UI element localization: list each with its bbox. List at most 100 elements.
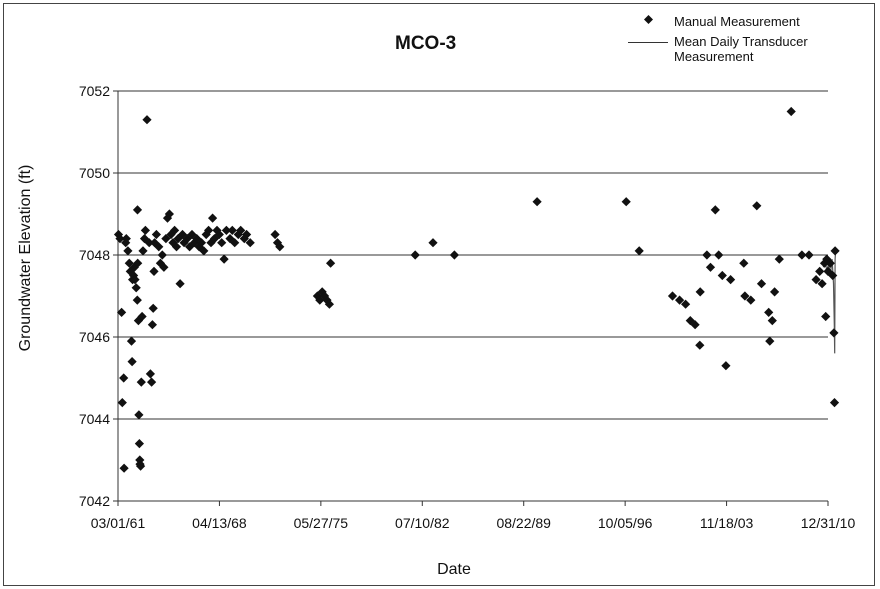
- manual-measurement-point: [817, 279, 827, 289]
- manual-measurement-point: [136, 461, 146, 471]
- manual-measurement-point: [829, 398, 840, 408]
- manual-measurement-point: [823, 266, 833, 276]
- y-tick-label: 7044: [79, 411, 110, 427]
- manual-measurement-point: [245, 238, 255, 248]
- manual-measurement-point: [740, 291, 750, 301]
- manual-measurement-point: [746, 295, 756, 305]
- manual-measurement-point: [138, 246, 148, 256]
- manual-measurement-point: [621, 197, 631, 207]
- manual-measurement-point: [157, 250, 167, 260]
- manual-measurement-point: [131, 283, 141, 293]
- x-tick-label: 11/18/03: [700, 515, 754, 531]
- y-tick-label: 7048: [79, 247, 110, 263]
- manual-measurement-point: [115, 234, 125, 244]
- manual-measurement-point: [822, 254, 832, 264]
- manual-measurement-point: [175, 279, 185, 289]
- manual-measurement-point: [667, 291, 678, 301]
- manual-measurement-point: [133, 316, 143, 326]
- manual-measurement-point: [275, 242, 285, 252]
- x-tick-label: 10/05/96: [598, 515, 653, 531]
- manual-measurement-point: [811, 275, 821, 285]
- manual-measurement-point: [119, 373, 129, 383]
- manual-measurement-point: [208, 213, 218, 223]
- manual-measurement-point: [154, 242, 164, 252]
- manual-measurement-point: [144, 238, 154, 248]
- manual-measurement-point: [324, 299, 334, 309]
- manual-measurement-point: [634, 246, 644, 256]
- manual-measurement-point: [164, 209, 174, 219]
- transducer-series-line: [822, 250, 837, 354]
- manual-measurement-point: [804, 250, 814, 260]
- manual-measurement-point: [130, 275, 140, 285]
- manual-measurement-point: [449, 250, 459, 260]
- manual-measurement-point: [214, 229, 224, 240]
- legend-label-manual: Manual Measurement: [674, 14, 800, 29]
- manual-measurement-point: [767, 316, 777, 326]
- manual-measurement-point: [159, 262, 169, 272]
- manual-measurement-point: [830, 246, 840, 256]
- manual-measurement-point: [726, 275, 736, 285]
- manual-measurement-point: [117, 398, 127, 408]
- manual-measurement-point: [765, 336, 775, 346]
- manual-measurement-point: [132, 205, 143, 215]
- manual-measurement-point: [797, 250, 807, 260]
- y-tick-label: 7052: [79, 83, 110, 99]
- x-tick-label: 04/13/68: [192, 515, 247, 531]
- manual-measurement-point: [230, 238, 240, 248]
- manual-measurement-point: [721, 361, 731, 371]
- manual-measurement-point: [825, 258, 835, 268]
- manual-measurement-point: [739, 258, 749, 268]
- manual-measurement-point: [227, 225, 237, 235]
- manual-measurement-point: [236, 225, 246, 235]
- manual-measurement-point: [171, 242, 182, 252]
- manual-measurement-point: [145, 369, 155, 379]
- manual-measurement-point: [690, 320, 700, 330]
- manual-measurement-point: [117, 307, 127, 317]
- chart-title: MCO-3: [395, 33, 457, 54]
- manual-measurement-point: [774, 254, 784, 264]
- line-marker-icon: [628, 42, 668, 43]
- manual-measurement-point: [829, 328, 839, 338]
- y-tick-label: 7042: [79, 493, 110, 509]
- legend-item-transducer: Mean Daily Transducer Measurement: [628, 34, 849, 64]
- manual-measurement-point: [126, 336, 137, 346]
- manual-measurement-point: [142, 115, 152, 125]
- manual-measurement-point: [705, 262, 716, 272]
- manual-measurement-point: [752, 201, 762, 211]
- manual-measurement-point: [170, 225, 180, 235]
- manual-measurement-point: [219, 254, 229, 264]
- manual-measurement-point: [717, 270, 727, 281]
- legend-label-transducer: Mean Daily Transducer Measurement: [674, 34, 808, 64]
- manual-measurement-point: [147, 320, 157, 330]
- manual-measurement-point: [204, 225, 214, 235]
- manual-measurement-point: [695, 340, 705, 350]
- manual-measurement-point: [702, 250, 712, 260]
- manual-measurement-point: [326, 258, 336, 268]
- manual-measurement-point: [710, 205, 720, 215]
- manual-measurement-point: [828, 270, 838, 281]
- manual-measurement-point: [113, 229, 124, 240]
- manual-measurement-point: [140, 225, 150, 235]
- manual-measurement-point: [133, 258, 143, 268]
- manual-measurement-point: [119, 463, 129, 473]
- manual-measurement-point: [124, 258, 134, 268]
- manual-measurement-point: [410, 250, 420, 260]
- manual-measurement-point: [137, 311, 147, 322]
- y-tick-label: 7046: [79, 329, 110, 345]
- manual-measurement-point: [134, 410, 144, 420]
- manual-measurement-point: [149, 266, 159, 276]
- manual-measurement-point: [147, 377, 157, 387]
- manual-measurement-point: [819, 258, 830, 268]
- manual-measurement-point: [786, 106, 796, 117]
- manual-measurement-point: [764, 307, 774, 317]
- x-tick-label: 03/01/61: [91, 515, 146, 531]
- manual-measurement-point: [151, 229, 161, 240]
- manual-measurement-point: [714, 250, 724, 260]
- manual-measurement-point: [199, 246, 209, 256]
- x-tick-label: 08/22/89: [496, 515, 551, 531]
- manual-measurement-point: [675, 295, 685, 305]
- manual-measurement-point: [681, 299, 691, 309]
- manual-measurement-point: [127, 357, 137, 367]
- manual-measurement-point: [756, 279, 767, 289]
- manual-measurement-point: [121, 234, 131, 244]
